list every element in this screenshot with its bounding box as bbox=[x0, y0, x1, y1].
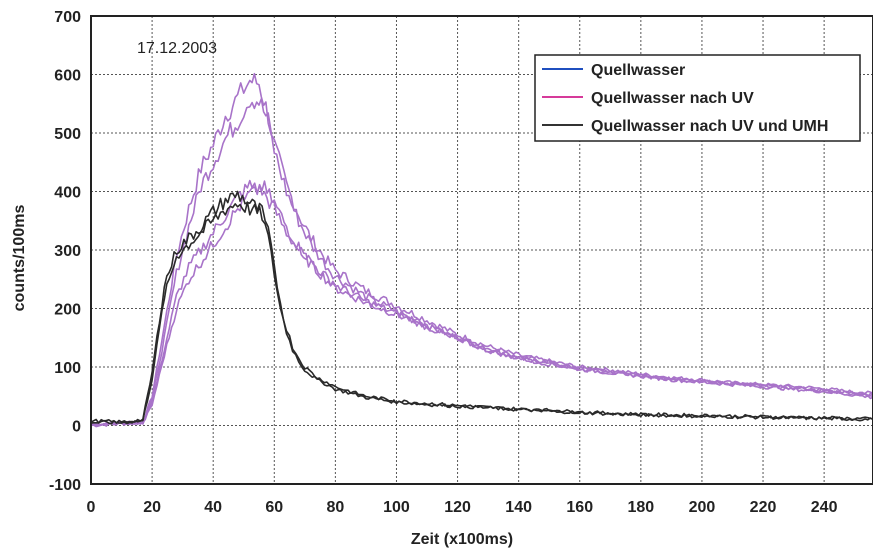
y-tick-label: 100 bbox=[54, 360, 81, 377]
x-tick-label: 20 bbox=[143, 499, 161, 516]
y-tick-label: 600 bbox=[54, 68, 81, 85]
date-annotation: 17.12.2003 bbox=[137, 40, 217, 57]
legend-label-quellwasser-nach-uv: Quellwasser nach UV bbox=[591, 90, 754, 107]
y-tick-label: 200 bbox=[54, 302, 81, 319]
x-tick-label: 60 bbox=[265, 499, 283, 516]
y-tick-label: -100 bbox=[49, 477, 81, 494]
y-tick-labels: -100 0 100 200 300 400 500 600 700 bbox=[49, 9, 81, 494]
x-tick-label: 240 bbox=[811, 499, 838, 516]
y-tick-label: 700 bbox=[54, 9, 81, 26]
x-tick-label: 80 bbox=[326, 499, 344, 516]
series-line-3 bbox=[90, 180, 873, 427]
x-tick-label: 220 bbox=[750, 499, 777, 516]
legend-label-quellwasser-nach-uv-und-umh: Quellwasser nach UV und UMH bbox=[591, 118, 828, 135]
x-tick-labels: 0 20 40 60 80 100 120 140 160 180 200 220 240 bbox=[87, 499, 838, 516]
series-line-5 bbox=[90, 190, 873, 424]
series-line-1 bbox=[90, 98, 873, 427]
series-lines bbox=[90, 72, 873, 428]
y-tick-label: 400 bbox=[54, 185, 81, 202]
y-axis-label: counts/100ms bbox=[11, 205, 28, 312]
x-tick-label: 140 bbox=[505, 499, 532, 516]
series-line-4 bbox=[90, 201, 873, 425]
x-tick-label: 200 bbox=[689, 499, 716, 516]
series-line-2 bbox=[90, 179, 873, 426]
x-tick-label: 40 bbox=[204, 499, 222, 516]
legend-box bbox=[534, 54, 861, 142]
x-tick-label: 160 bbox=[566, 499, 593, 516]
legend-label-quellwasser: Quellwasser bbox=[591, 62, 685, 79]
x-tick-label: 100 bbox=[383, 499, 410, 516]
y-tick-label: 0 bbox=[72, 419, 81, 436]
x-tick-label: 0 bbox=[87, 499, 96, 516]
y-tick-label: 500 bbox=[54, 126, 81, 143]
plot-frame bbox=[90, 15, 873, 485]
y-tick-label: 300 bbox=[54, 243, 81, 260]
x-tick-label: 120 bbox=[444, 499, 471, 516]
x-tick-label: 180 bbox=[627, 499, 654, 516]
legend: Quellwasser Quellwasser nach UV Quellwas… bbox=[534, 54, 861, 142]
x-axis-label: Zeit (x100ms) bbox=[411, 531, 513, 548]
